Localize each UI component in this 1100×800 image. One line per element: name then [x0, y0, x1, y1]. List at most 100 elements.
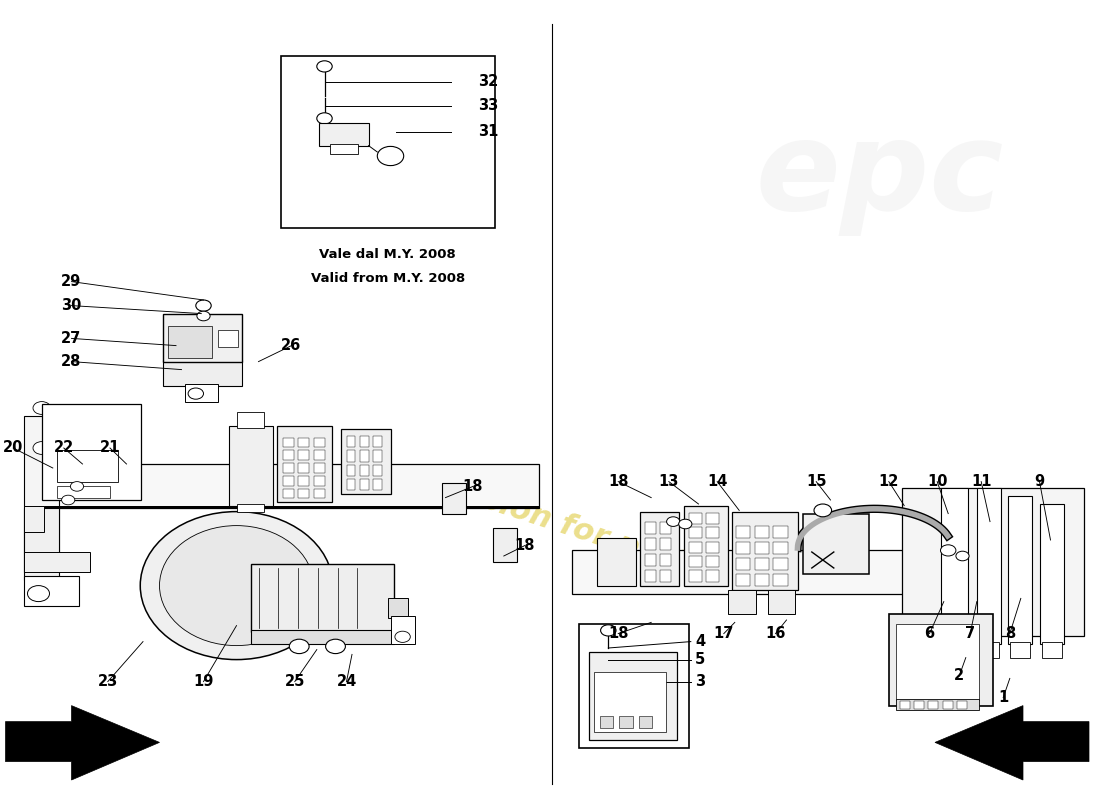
Bar: [728, 590, 756, 614]
Bar: [928, 701, 938, 709]
Bar: [579, 624, 689, 748]
Text: a passion for parts: a passion for parts: [392, 456, 708, 584]
Text: 13: 13: [659, 474, 679, 489]
Bar: [390, 616, 415, 644]
Bar: [24, 506, 44, 532]
Bar: [914, 701, 924, 709]
Bar: [1010, 642, 1030, 658]
Text: 10: 10: [927, 474, 947, 489]
Circle shape: [197, 311, 210, 321]
Bar: [277, 426, 332, 502]
Circle shape: [395, 631, 410, 642]
Bar: [280, 56, 495, 228]
Bar: [283, 438, 294, 447]
Bar: [373, 436, 382, 447]
Text: 31: 31: [478, 125, 499, 139]
Bar: [900, 701, 910, 709]
Circle shape: [317, 113, 332, 124]
Bar: [346, 450, 355, 462]
Bar: [943, 642, 962, 658]
Bar: [803, 514, 869, 574]
Bar: [684, 506, 728, 586]
Bar: [660, 538, 671, 550]
Bar: [706, 527, 719, 538]
Polygon shape: [935, 706, 1089, 780]
Bar: [24, 416, 59, 572]
Bar: [902, 488, 1084, 636]
Ellipse shape: [141, 512, 332, 659]
Circle shape: [289, 639, 309, 654]
Bar: [283, 463, 294, 473]
Polygon shape: [6, 706, 159, 780]
Bar: [168, 326, 212, 358]
Bar: [42, 404, 141, 500]
Bar: [706, 513, 719, 524]
Bar: [298, 463, 309, 473]
Bar: [360, 436, 368, 447]
Bar: [163, 360, 242, 386]
Circle shape: [679, 519, 692, 529]
Text: 5: 5: [695, 653, 705, 667]
Bar: [373, 465, 382, 476]
Bar: [251, 630, 394, 644]
Bar: [373, 450, 382, 462]
Circle shape: [667, 517, 680, 526]
Bar: [57, 486, 110, 498]
Bar: [979, 642, 999, 658]
Bar: [283, 476, 294, 486]
Text: 16: 16: [766, 626, 785, 641]
Text: epc: epc: [756, 115, 1004, 237]
Text: 3: 3: [695, 674, 705, 689]
Bar: [706, 570, 719, 582]
Polygon shape: [588, 652, 676, 740]
Bar: [689, 527, 702, 538]
Text: 30: 30: [62, 298, 81, 313]
Bar: [689, 513, 702, 524]
Bar: [689, 556, 702, 567]
Bar: [706, 542, 719, 553]
Bar: [640, 512, 679, 586]
Text: 2: 2: [954, 669, 965, 683]
Text: 22: 22: [54, 441, 74, 455]
Circle shape: [28, 586, 50, 602]
Bar: [755, 542, 769, 554]
Bar: [229, 426, 273, 506]
Bar: [1008, 496, 1032, 644]
Text: 32: 32: [478, 74, 498, 89]
Bar: [600, 716, 613, 728]
Bar: [645, 538, 656, 550]
Bar: [645, 554, 656, 566]
Text: 14: 14: [707, 474, 727, 489]
Text: 25: 25: [285, 674, 305, 689]
Bar: [283, 489, 294, 498]
Bar: [660, 554, 671, 566]
Bar: [594, 672, 666, 732]
Bar: [314, 463, 324, 473]
Circle shape: [317, 61, 332, 72]
Bar: [251, 564, 394, 632]
Bar: [736, 558, 750, 570]
Circle shape: [188, 388, 204, 399]
Bar: [24, 508, 59, 580]
Bar: [896, 699, 979, 710]
Text: 24: 24: [337, 674, 356, 689]
Bar: [1042, 642, 1062, 658]
Bar: [957, 701, 967, 709]
Bar: [298, 450, 309, 460]
Bar: [768, 590, 795, 614]
Bar: [689, 542, 702, 553]
Bar: [24, 576, 79, 606]
Circle shape: [62, 495, 75, 505]
Bar: [619, 716, 632, 728]
Text: 9: 9: [1034, 474, 1045, 489]
Bar: [773, 558, 788, 570]
Bar: [706, 556, 719, 567]
Bar: [645, 570, 656, 582]
Circle shape: [601, 625, 616, 636]
Bar: [977, 488, 1001, 644]
Bar: [773, 574, 788, 586]
Bar: [755, 574, 769, 586]
Bar: [940, 488, 968, 644]
Circle shape: [196, 300, 211, 311]
Bar: [163, 314, 242, 362]
